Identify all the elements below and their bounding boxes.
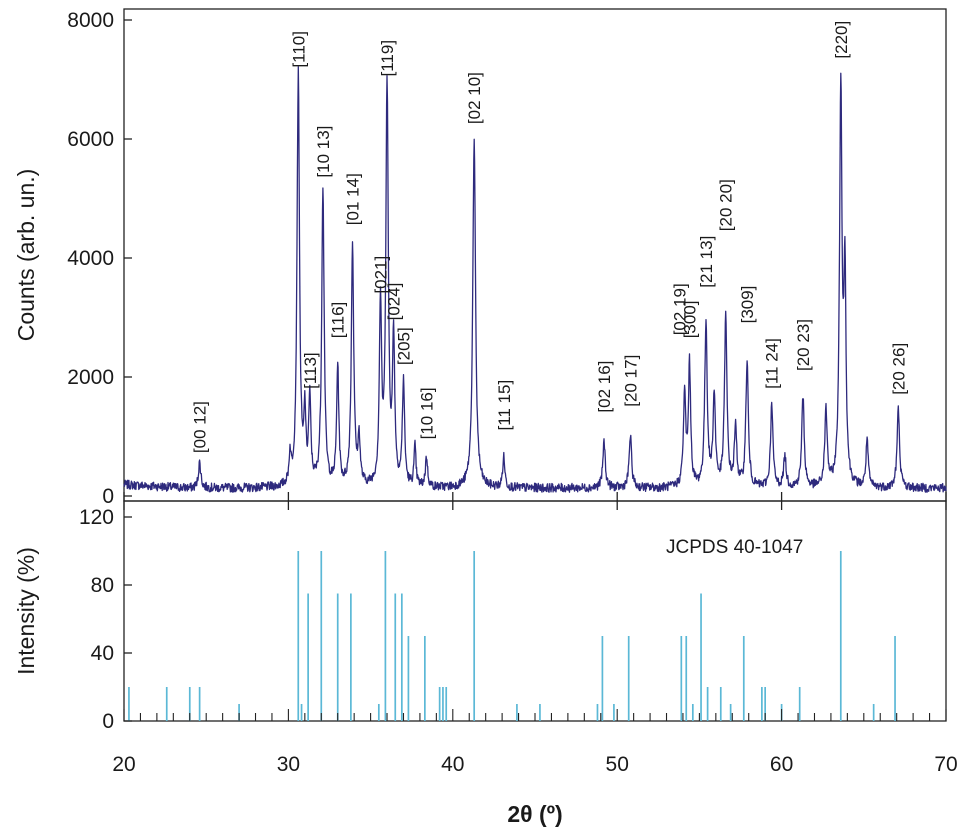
y-tick-label: 0 <box>102 710 114 733</box>
peak-label: [21 13] <box>697 236 716 288</box>
peak-label: [309] <box>738 286 757 324</box>
peak-label: [110] <box>289 31 308 68</box>
peak-label: [300] <box>681 300 700 338</box>
peak-label: [021] <box>372 256 391 294</box>
peak-labels: [00 12] [110] [113] [10 13] [116] [01 14] [021… <box>191 21 909 453</box>
bottom-plot-frame <box>123 500 947 722</box>
y-tick-label: 80 <box>91 574 114 597</box>
bottom-y-axis-title: Intensity (%) <box>13 547 39 675</box>
peak-label: [11 24] <box>763 338 782 389</box>
peak-label: [024] <box>385 283 404 321</box>
y-tick-label: 40 <box>91 642 114 665</box>
x-axis-title: 2θ (º) <box>507 801 562 827</box>
x-tick-label: 60 <box>770 753 793 776</box>
peak-label: [10 16] <box>418 387 437 439</box>
peak-label: [113] <box>301 352 320 389</box>
peak-label: [116] <box>329 302 348 339</box>
diffraction-pattern-line <box>123 66 947 493</box>
peak-label: [119] <box>378 40 397 77</box>
peak-label: [00 12] <box>191 401 210 453</box>
diffraction-pattern-panel: 0 2000 4000 6000 8000 [00 12] [110] [113] [10 1… <box>13 8 947 508</box>
peak-label: [02 16] <box>595 361 614 413</box>
x-tick-label: 40 <box>441 753 464 776</box>
reference-card-label: JCPDS 40-1047 <box>666 537 803 558</box>
y-tick-label: 120 <box>79 506 114 529</box>
x-tick-label: 70 <box>934 753 957 776</box>
bottom-axis-ticks: 0 40 80 120 20 30 40 50 60 70 <box>79 501 958 776</box>
reference-bars <box>128 551 896 721</box>
y-tick-label: 0 <box>102 485 114 508</box>
peak-label: [205] <box>395 327 414 365</box>
peak-label: [01 14] <box>344 173 363 225</box>
peak-label: [20 23] <box>794 319 813 371</box>
peak-label: [220] <box>832 21 851 59</box>
peak-label: [11 15] <box>495 380 514 431</box>
x-tick-label: 50 <box>606 753 629 776</box>
peak-label: [10 13] <box>314 126 333 178</box>
y-tick-label: 8000 <box>67 9 114 32</box>
x-tick-label: 20 <box>112 753 135 776</box>
x-tick-label: 30 <box>277 753 300 776</box>
y-tick-label: 6000 <box>67 128 114 151</box>
peak-label: [20 17] <box>621 355 640 407</box>
y-tick-label: 4000 <box>67 247 114 270</box>
y-tick-label: 2000 <box>67 366 114 389</box>
peak-label: [02 10] <box>465 72 484 124</box>
top-y-axis-title: Counts (arb. un.) <box>13 169 39 342</box>
peak-label: [02 19] <box>671 283 690 335</box>
top-plot-frame <box>123 8 947 502</box>
peak-label: [20 20] <box>717 179 736 231</box>
top-axis-ticks: 0 2000 4000 6000 8000 <box>67 9 947 508</box>
reference-pattern-panel: 0 40 80 120 20 30 40 50 60 70 JCPDS 40-1047 Inten… <box>13 500 958 827</box>
peak-label: [20 26] <box>889 343 908 395</box>
